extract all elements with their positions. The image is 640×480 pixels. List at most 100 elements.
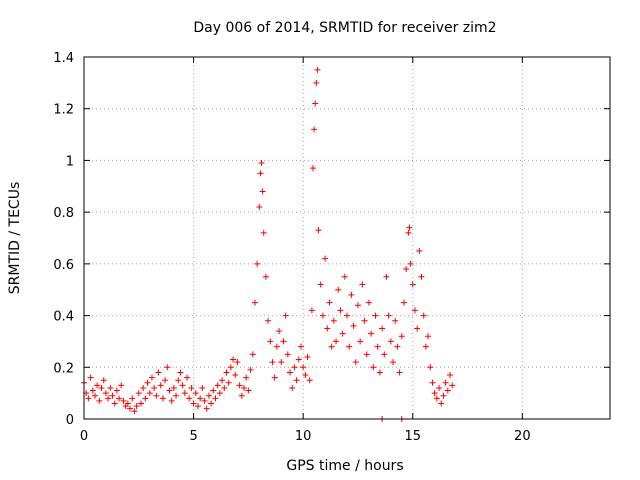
y-tick-label: 0.4 [53,310,74,325]
data-point [440,392,447,399]
data-point [289,384,296,391]
data-point [313,79,320,86]
y-tick-label: 0.6 [53,258,74,273]
data-point [352,359,359,366]
data-point [376,369,383,376]
data-point [330,317,337,324]
data-point [85,395,92,402]
plot-frame [83,56,611,420]
data-point [422,343,429,350]
data-point [297,343,304,350]
data-point [127,405,134,412]
data-point [177,369,184,376]
data-point [212,395,219,402]
data-point [438,400,445,407]
data-point [214,382,221,389]
data-point [194,403,201,410]
data-point [236,382,243,389]
data-point [394,343,401,350]
y-axis-label: SRMTID / TECUs [7,182,23,295]
x-tick-label: 20 [514,429,531,444]
y-tick-label: 0.2 [53,361,74,376]
data-point [383,273,390,280]
data-points [81,66,456,422]
data-point [109,392,116,399]
data-point [287,369,294,376]
data-point [116,395,123,402]
grid [84,57,610,419]
data-point [225,379,232,386]
data-point [311,126,318,133]
data-point [315,227,322,234]
data-point [354,302,361,309]
data-point [304,353,311,360]
x-tick-label: 0 [80,429,88,444]
data-point [333,338,340,345]
data-point [227,364,234,371]
data-point [135,390,142,397]
y-tick-label: 0 [66,413,74,428]
data-point [188,384,195,391]
data-point [280,338,287,345]
y-tick-label: 1.4 [53,51,74,66]
data-point [221,384,228,391]
data-point [184,374,191,381]
data-point [148,374,155,381]
data-point [449,382,456,389]
data-point [257,170,264,177]
data-point [201,397,208,404]
data-point [385,312,392,319]
data-point [120,397,127,404]
data-point [87,374,94,381]
data-point [282,312,289,319]
data-point [365,299,372,306]
data-point [291,364,298,371]
data-point [159,395,166,402]
data-point [416,247,423,254]
data-point [379,325,386,332]
data-point [405,229,412,236]
data-point [398,333,405,340]
data-point [273,343,280,350]
data-point [411,307,418,314]
data-point [344,312,350,319]
data-point [223,369,230,376]
data-point [170,384,177,391]
data-point [98,384,105,391]
data-point [317,281,324,288]
data-point [173,392,180,399]
data-point [346,343,353,350]
data-point [328,343,335,350]
data-point [124,400,131,407]
data-point [265,317,272,324]
data-point [89,387,96,394]
data-point [111,400,118,407]
data-point [363,351,370,358]
data-point [133,403,140,410]
data-point [427,364,434,371]
data-point [164,364,171,371]
data-point [259,188,266,195]
data-point [319,312,326,319]
data-point [359,281,366,288]
data-point [442,379,449,386]
data-point [166,387,173,394]
data-point [267,338,274,345]
x-tick-label: 15 [404,429,421,444]
x-tick-label: 10 [295,429,312,444]
data-point [425,333,432,340]
data-point [370,364,377,371]
data-point [91,392,98,399]
data-point [357,338,364,345]
data-point [240,384,247,391]
data-point [326,299,333,306]
data-point [387,338,394,345]
data-point [192,390,199,397]
data-point [271,374,278,381]
data-point [396,369,403,376]
data-point [302,372,309,379]
y-tick-label: 1.2 [53,103,74,118]
data-point [278,359,285,366]
data-point [179,382,186,389]
data-point [254,260,261,267]
